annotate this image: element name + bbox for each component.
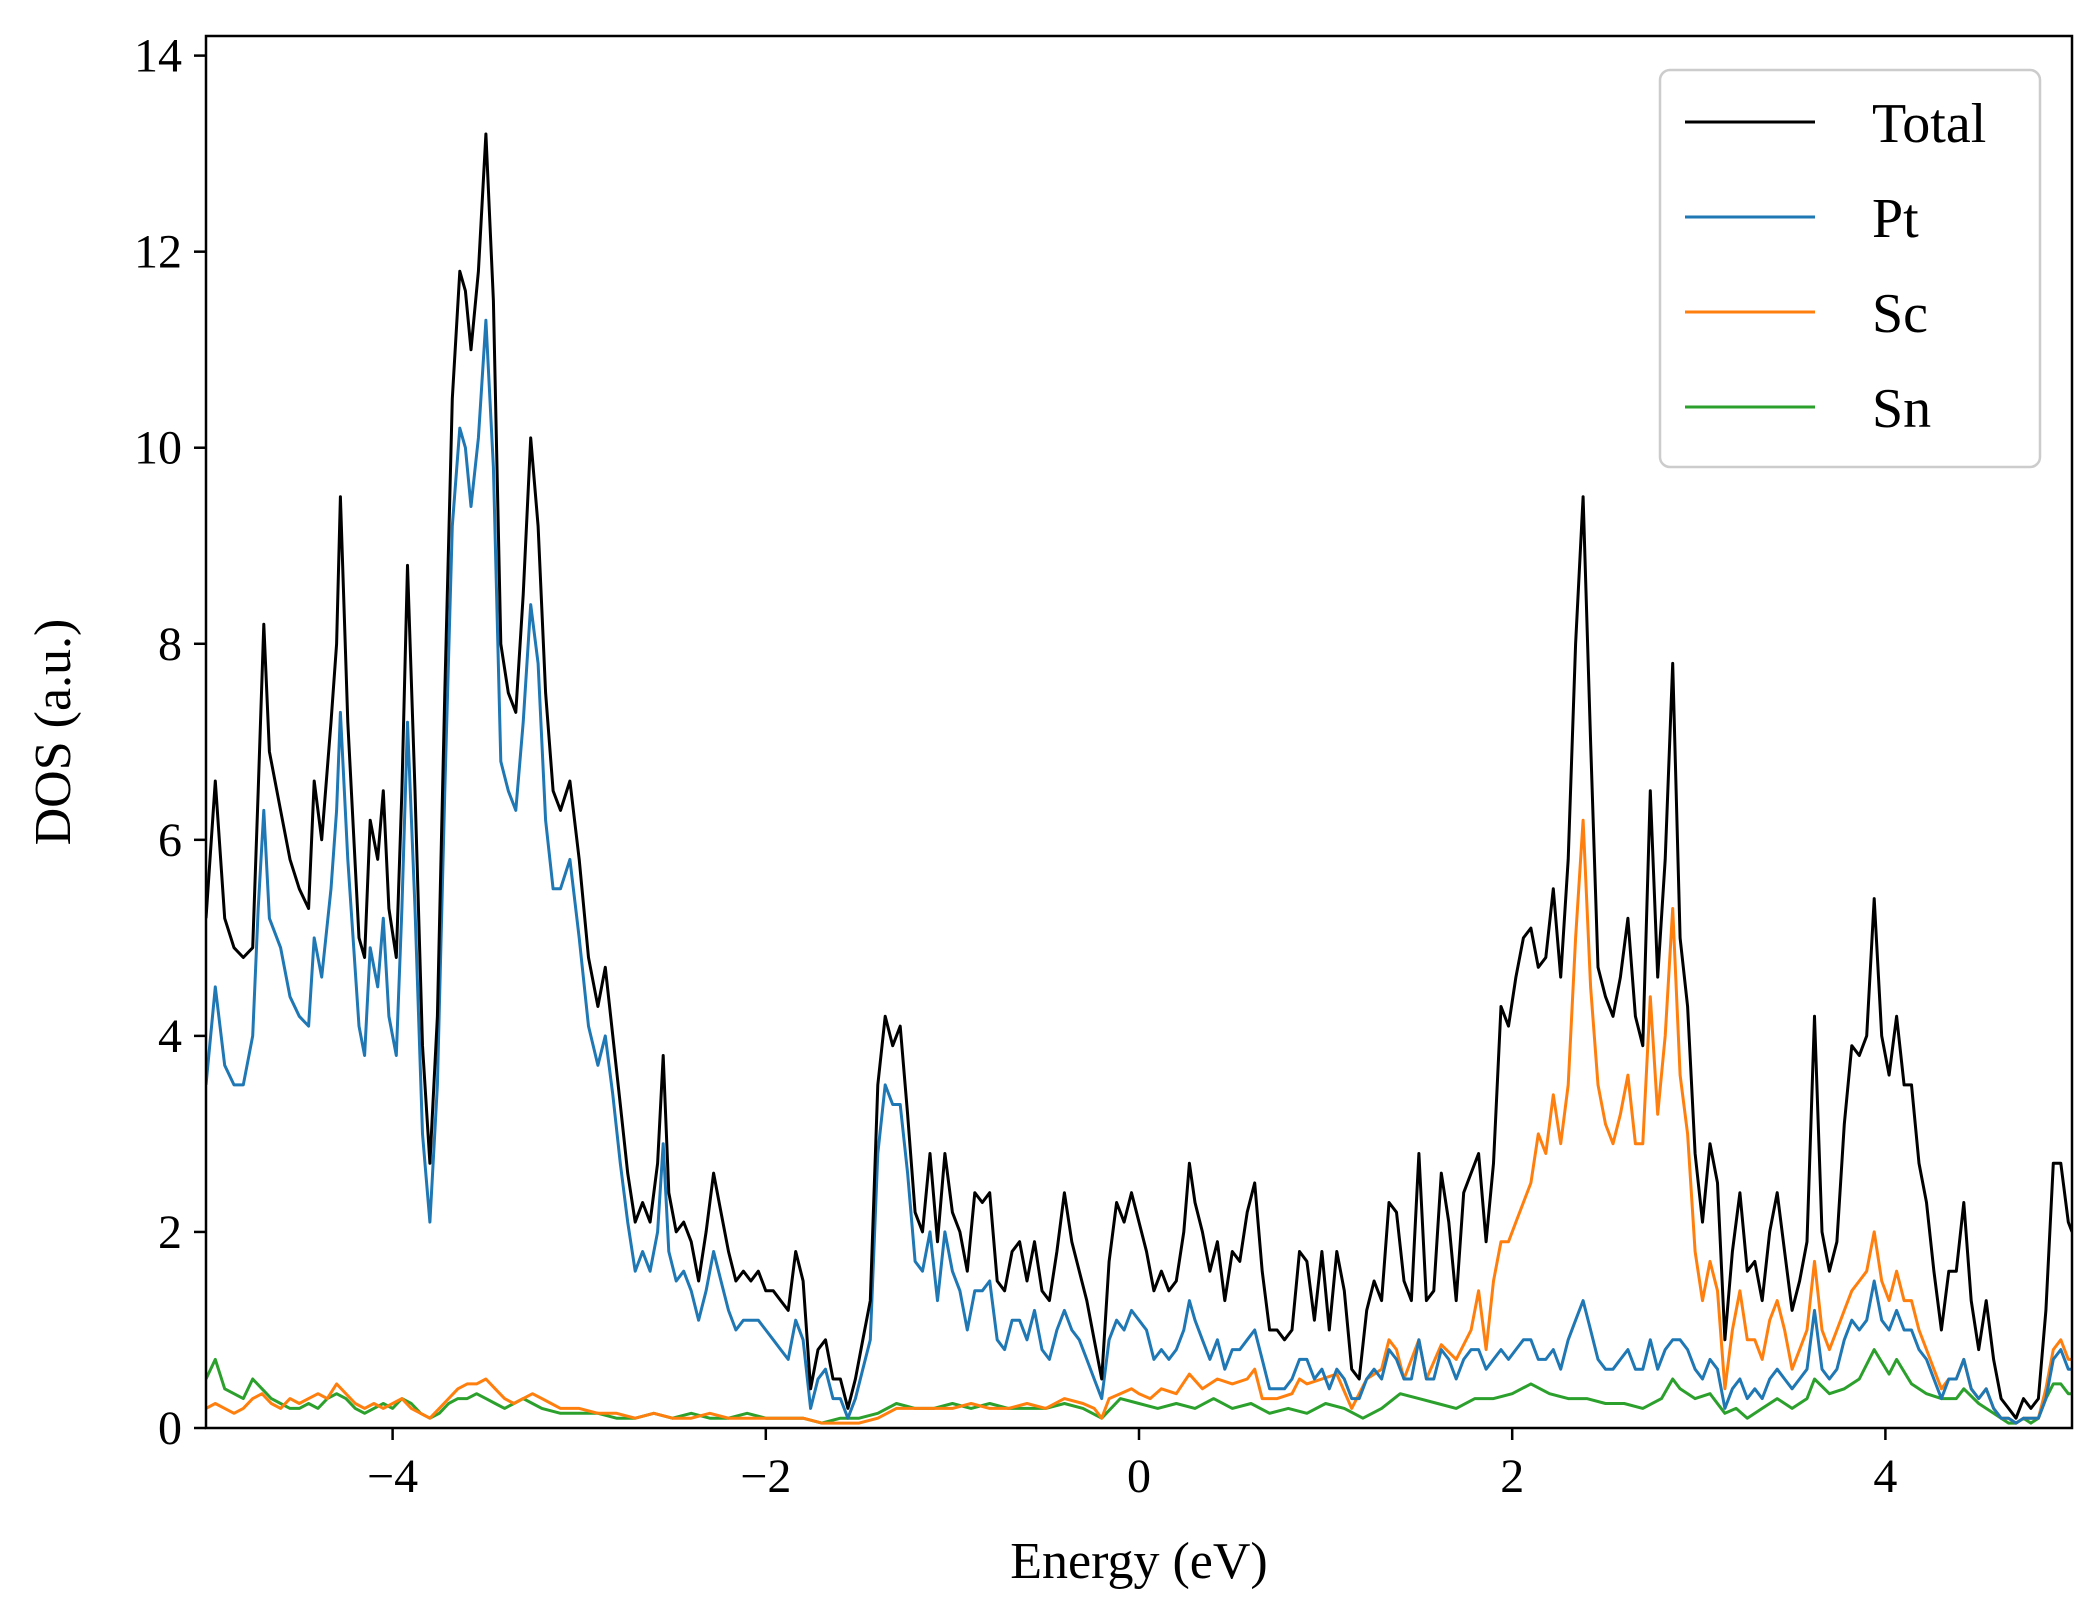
- y-axis: 0 2 4 6 8 10 12 14: [134, 30, 206, 1455]
- x-tick-label: 0: [1127, 1450, 1151, 1503]
- y-axis-label: DOS (a.u.): [25, 619, 82, 846]
- y-tick-label: 10: [134, 422, 182, 475]
- series-layer: [206, 132, 2072, 1425]
- legend-label-sc: Sc: [1872, 283, 1928, 345]
- x-tick-label: −2: [740, 1450, 791, 1503]
- y-tick-label: 0: [158, 1402, 182, 1455]
- y-tick-label: 8: [158, 618, 182, 671]
- legend: Total Pt Sc Sn: [1658, 68, 2042, 469]
- legend-label-total: Total: [1872, 93, 1986, 155]
- x-tick-label: 4: [1873, 1450, 1897, 1503]
- series-line-pt: [206, 318, 2072, 1425]
- y-tick-label: 4: [158, 1010, 182, 1063]
- x-axis-label: Energy (eV): [1010, 1533, 1268, 1590]
- series-line-sc: [206, 818, 2072, 1425]
- legend-label-sn: Sn: [1872, 378, 1931, 440]
- y-tick-label: 14: [134, 30, 182, 83]
- legend-label-pt: Pt: [1872, 188, 1919, 250]
- y-tick-label: 12: [134, 226, 182, 279]
- series-line-total: [206, 132, 2072, 1420]
- x-tick-label: −4: [367, 1450, 418, 1503]
- y-tick-label: 2: [158, 1206, 182, 1259]
- y-tick-label: 6: [158, 814, 182, 867]
- x-tick-label: 2: [1500, 1450, 1524, 1503]
- x-axis: −4 −2 0 2 4: [367, 1428, 1897, 1503]
- legend-frame: [1658, 68, 2042, 469]
